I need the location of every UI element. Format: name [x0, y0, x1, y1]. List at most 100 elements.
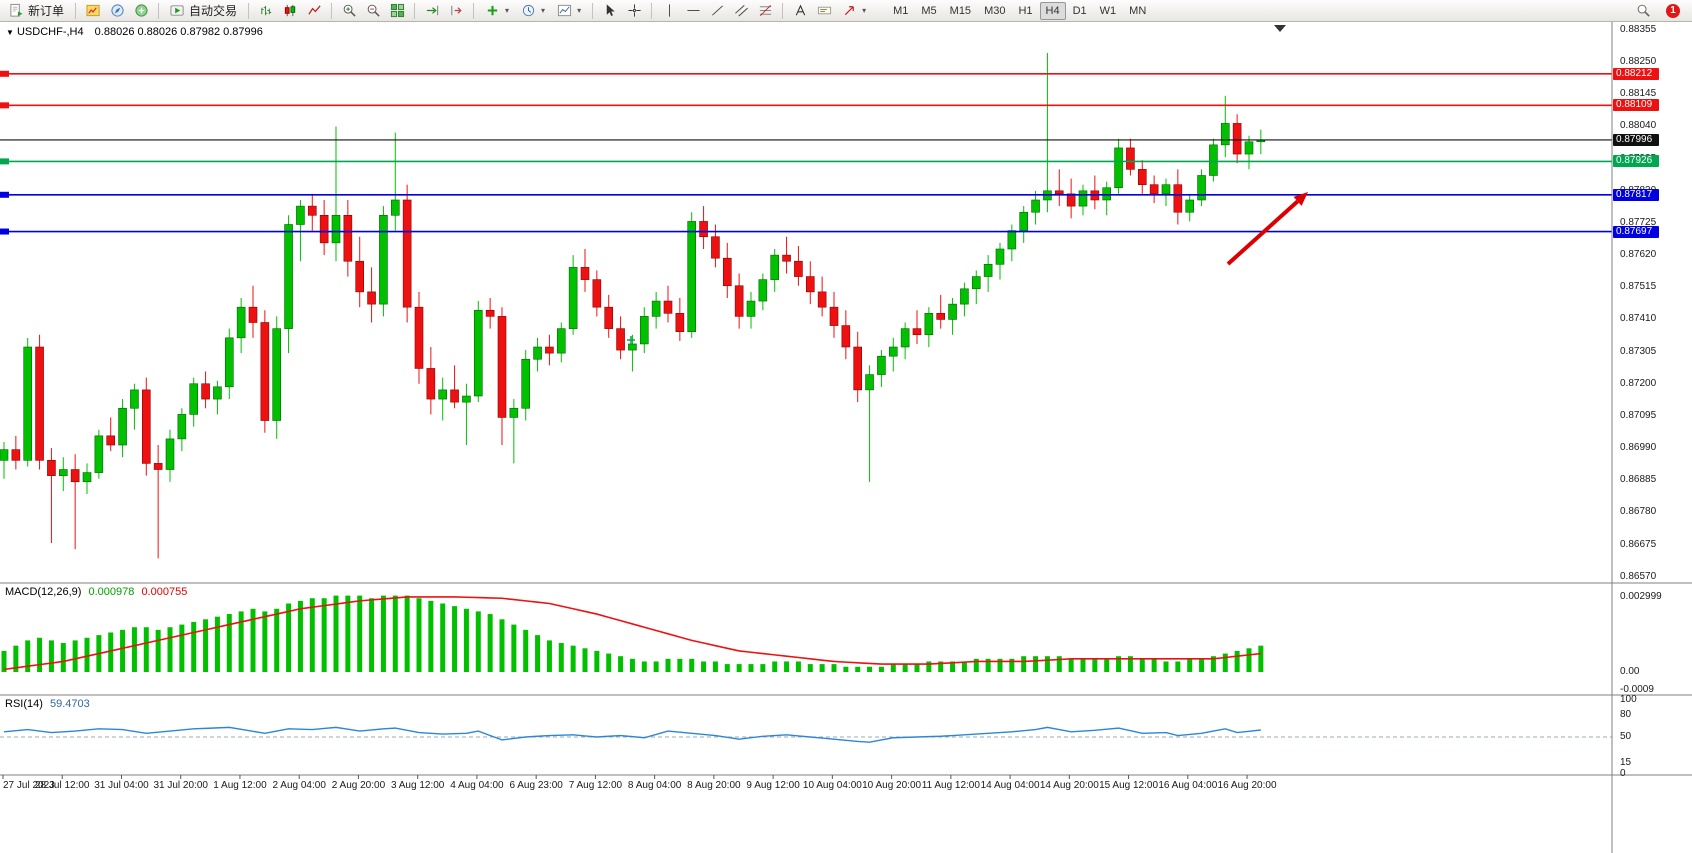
timeframe-button-h1[interactable]: H1: [1018, 4, 1033, 17]
indicators-button[interactable]: ▾: [480, 1, 514, 21]
navigator-icon: [110, 4, 124, 17]
macd-main-value: 0.000978: [88, 586, 135, 598]
text-label-tool-button[interactable]: [813, 1, 835, 21]
symbol-dropdown-icon[interactable]: ▼: [6, 28, 14, 37]
macd-signal-line: [3, 596, 1261, 671]
vertical-line-tool-button[interactable]: [658, 1, 680, 21]
horizontal-line-icon: [686, 10, 700, 11]
timeframe-toolbar: M1 M5 M15 M30 H1 H4 D1 W1 MN: [887, 1, 1152, 20]
arrows-tool-button[interactable]: ▾: [837, 1, 871, 21]
rsi-header: RSI(14) 59.4703: [5, 698, 90, 710]
toolbar-right-group: 1: [1632, 1, 1680, 21]
macd-header: MACD(12,26,9) 0.000978 0.000755: [5, 586, 187, 598]
toolbar-separator: [651, 2, 653, 19]
toolbar-separator: [592, 2, 594, 19]
bar-chart-mode-button[interactable]: [255, 1, 277, 21]
new-order-button[interactable]: 新订单: [4, 1, 69, 21]
templates-button[interactable]: ▾: [552, 1, 586, 21]
macd-histogram: [1, 595, 1264, 672]
indicators-caret-icon: ▾: [505, 6, 510, 15]
notification-badge[interactable]: 1: [1666, 3, 1680, 18]
timeframe-button-m5[interactable]: M5: [921, 4, 937, 17]
periods-caret-icon: ▾: [541, 6, 546, 15]
text-tool-button[interactable]: [789, 1, 811, 21]
navigator-button[interactable]: [106, 1, 128, 21]
zoom-out-icon: [367, 4, 380, 17]
macd-signal-value: 0.000755: [141, 586, 188, 598]
toolbar-separator: [782, 2, 784, 19]
chart-shift-marker[interactable]: [1274, 25, 1286, 32]
toolbar: 新订单 自动交易: [0, 0, 1692, 22]
tile-windows-button[interactable]: [386, 1, 408, 21]
zoom-out-button[interactable]: [362, 1, 384, 21]
terminal-icon: [134, 4, 148, 17]
timeframe-button-mn[interactable]: MN: [1129, 4, 1147, 17]
vertical-line-icon: [668, 4, 670, 17]
arrow-shape-icon: [844, 6, 854, 16]
candles: [0, 52, 1266, 559]
toolbar-separator: [473, 2, 475, 19]
auto-trading-button[interactable]: 自动交易: [165, 1, 242, 21]
fibonacci-tool-button[interactable]: [754, 1, 776, 21]
trendline-tool-button[interactable]: [706, 1, 728, 21]
auto-trading-label: 自动交易: [189, 4, 238, 18]
fibonacci-icon: [759, 5, 771, 16]
trend-arrow-annotation[interactable]: [1226, 199, 1299, 266]
text-icon: [795, 4, 805, 16]
new-order-label: 新订单: [28, 4, 65, 18]
timeframe-button-m15[interactable]: M15: [949, 4, 972, 17]
arrows-caret-icon: ▾: [862, 6, 867, 15]
auto-scroll-icon: [426, 5, 438, 16]
trend-arrow-head[interactable]: [1293, 192, 1308, 206]
line-chart-mode-button[interactable]: [303, 1, 325, 21]
periods-button[interactable]: ▾: [516, 1, 550, 21]
rsi-line: [3, 726, 1261, 743]
market-watch-icon: [85, 4, 100, 17]
line-left-marker: [0, 228, 9, 235]
timeframe-button-m30[interactable]: M30: [984, 4, 1006, 17]
auto-trading-icon: [170, 5, 184, 16]
chart-shift-button[interactable]: [445, 1, 467, 21]
rsi-value: 59.4703: [49, 698, 90, 710]
line-left-marker: [0, 191, 9, 198]
candlestick-mode-button[interactable]: [279, 1, 301, 21]
timeframe-button-w1[interactable]: W1: [1099, 4, 1117, 17]
toolbar-separator: [331, 2, 333, 19]
zoom-in-button[interactable]: [338, 1, 360, 21]
text-label-icon: [817, 6, 831, 15]
bar-chart-icon: [260, 5, 271, 16]
auto-scroll-button[interactable]: [421, 1, 443, 21]
chart-shift-icon: [450, 5, 462, 16]
new-order-icon: [10, 3, 23, 17]
line-left-marker: [0, 70, 9, 77]
template-icon: [558, 4, 572, 17]
cross-marker[interactable]: [627, 336, 635, 344]
chart-canvas[interactable]: [0, 22, 1692, 853]
timeframe-button-m1[interactable]: M1: [893, 4, 909, 17]
toolbar-separator: [158, 2, 160, 19]
add-indicator-icon: [487, 5, 498, 16]
line-left-marker: [0, 158, 9, 165]
cursor-icon: [606, 4, 615, 16]
clock-icon: [522, 4, 535, 17]
zoom-in-icon: [343, 4, 356, 17]
channel-tool-button[interactable]: [730, 1, 752, 21]
candlestick-icon: [284, 4, 295, 17]
line-chart-icon: [307, 5, 321, 15]
timeframe-button-d1[interactable]: D1: [1072, 4, 1087, 17]
timeframe-button-h4[interactable]: H4: [1039, 1, 1066, 20]
search-icon: [1637, 4, 1650, 17]
toolbar-separator: [75, 2, 77, 19]
market-watch-button[interactable]: [82, 1, 104, 21]
cursor-tool-button[interactable]: [599, 1, 621, 21]
toolbar-separator: [414, 2, 416, 19]
crosshair-icon: [627, 4, 641, 17]
terminal-button[interactable]: [130, 1, 152, 21]
channel-icon: [734, 4, 748, 17]
tile-windows-icon: [390, 3, 404, 18]
search-button[interactable]: [1632, 1, 1654, 21]
horizontal-line-tool-button[interactable]: [682, 1, 704, 21]
chart-window: 0.88355 0.88250 0.88145 0.88040 0.87935 0.878…: [0, 22, 1692, 853]
crosshair-tool-button[interactable]: [623, 1, 645, 21]
toolbar-separator: [248, 2, 250, 19]
